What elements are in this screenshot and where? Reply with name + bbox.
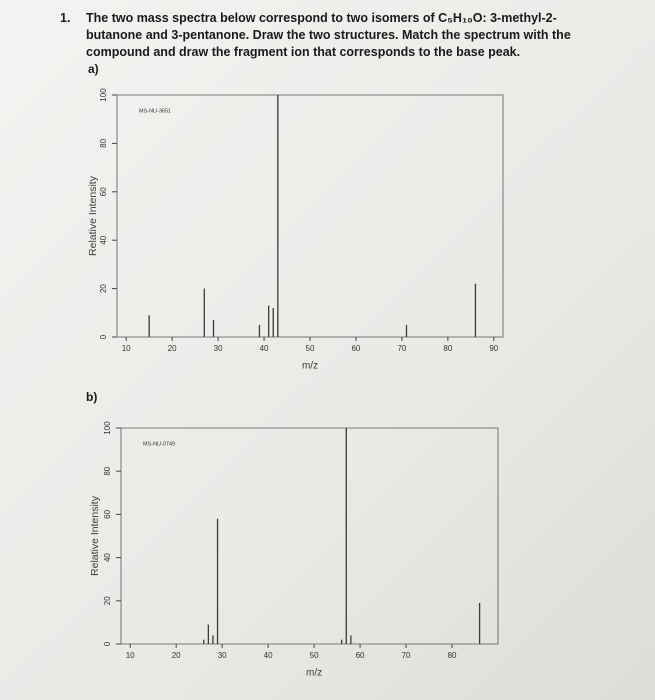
x-tick-label: 90 (489, 344, 498, 353)
y-axis-label: Relative Intensity (89, 495, 101, 576)
x-tick-label: 10 (126, 651, 135, 660)
part-label: a) (88, 62, 99, 76)
x-tick-label: 70 (402, 651, 411, 660)
question-text: The two mass spectra below correspond to… (86, 11, 571, 59)
x-tick-label: 50 (310, 651, 319, 660)
y-tick-label: 80 (103, 466, 112, 475)
y-tick-label: 20 (99, 284, 108, 293)
y-tick-label: 20 (103, 596, 112, 605)
x-tick-label: 20 (168, 344, 177, 353)
spectrum-id: MS-NU-3651 (139, 108, 171, 114)
y-tick-label: 60 (99, 187, 108, 196)
y-tick-label: 40 (99, 235, 108, 244)
x-axis-label: m/z (306, 668, 322, 679)
spectrum-id: MS-NU-0749 (143, 441, 175, 447)
plot-frame (116, 94, 504, 338)
x-tick-label: 10 (122, 344, 131, 353)
y-axis-label: Relative Intensity (87, 175, 99, 256)
x-tick-label: 80 (448, 651, 457, 660)
plot-frame (120, 427, 499, 645)
x-tick-label: 40 (264, 651, 273, 660)
x-tick-label: 60 (356, 651, 365, 660)
y-tick-label: 0 (103, 641, 112, 646)
y-tick-label: 100 (103, 421, 112, 435)
y-tick-label: 0 (99, 334, 108, 339)
question-number: 1. (60, 11, 71, 25)
part-label: b) (86, 390, 98, 404)
y-tick-label: 40 (103, 553, 112, 562)
x-tick-label: 70 (397, 344, 406, 353)
x-tick-label: 50 (306, 344, 315, 353)
x-tick-label: 30 (214, 344, 223, 353)
y-tick-label: 60 (103, 509, 112, 518)
x-tick-label: 20 (172, 651, 181, 660)
x-tick-label: 40 (260, 344, 269, 353)
x-tick-label: 80 (443, 344, 452, 353)
x-axis-label: m/z (302, 361, 318, 372)
x-tick-label: 30 (218, 651, 227, 660)
y-tick-label: 80 (99, 138, 108, 147)
y-tick-label: 100 (99, 88, 108, 102)
x-tick-label: 60 (351, 344, 360, 353)
